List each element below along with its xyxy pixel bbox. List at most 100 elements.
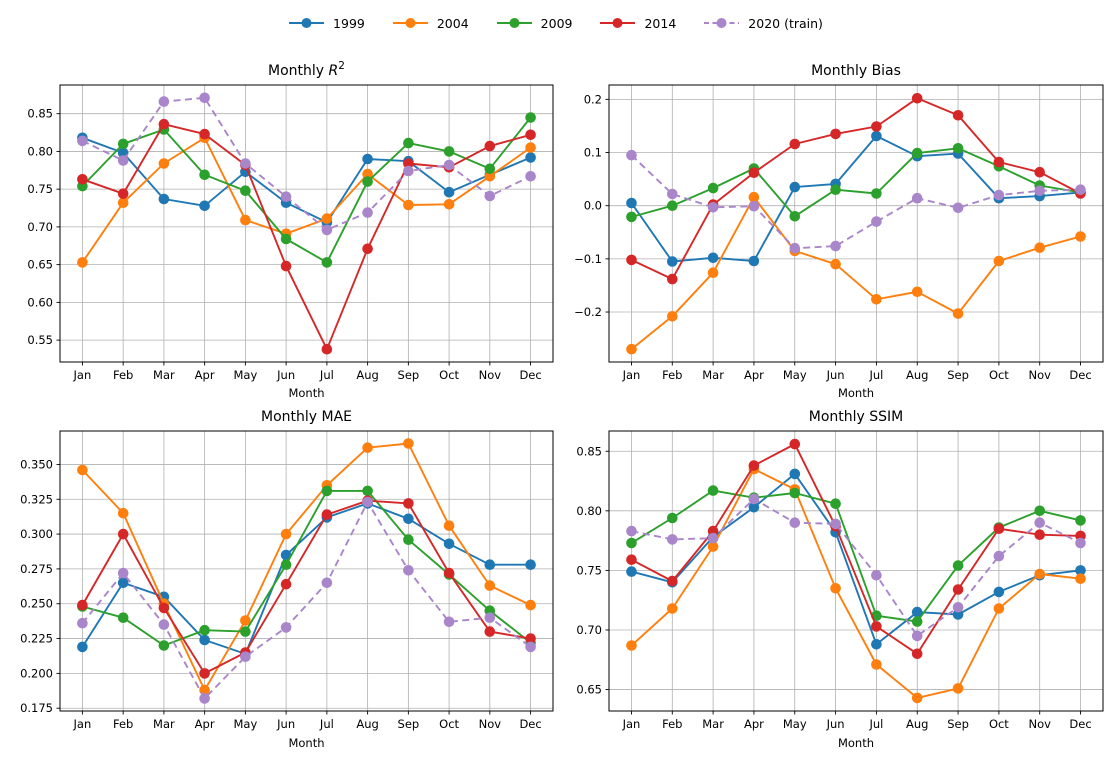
series-line — [631, 489, 1081, 623]
y-tick-label: 0.0 — [584, 199, 602, 213]
data-point-marker — [1075, 184, 1086, 195]
x-tick-label: Dec — [519, 368, 541, 382]
data-point-marker — [911, 93, 923, 104]
series-line — [81, 442, 532, 692]
data-point-marker — [240, 651, 251, 662]
y-tick-label: 0.70 — [576, 623, 602, 637]
data-point-marker — [1075, 573, 1086, 584]
data-point-marker — [321, 343, 333, 355]
chart-monthly-bias: Jan Feb Mar Apr May Jun Jul Aug Sep Oct Nov Dec −0.2… — [556, 44, 1111, 404]
data-point-marker — [871, 639, 882, 650]
data-point-marker — [707, 202, 719, 213]
y-tick-label: 0.60 — [27, 295, 53, 309]
x-axis-label: Month — [838, 386, 874, 400]
x-tick-label: Jun — [276, 368, 295, 382]
data-point-marker — [443, 520, 455, 531]
data-point-marker — [158, 96, 170, 107]
y-tick-label: 0.350 — [20, 457, 53, 471]
series-line — [82, 123, 531, 351]
data-point-marker — [871, 659, 882, 670]
data-point-marker — [280, 549, 292, 561]
series-2014 — [77, 118, 536, 355]
data-point-marker — [77, 599, 88, 611]
data-point-marker — [240, 626, 251, 637]
legend-item-2009: 2009 — [496, 16, 572, 31]
data-point-marker — [484, 163, 496, 175]
plot-frame — [59, 430, 554, 712]
data-point-marker — [117, 155, 129, 166]
series-line — [630, 468, 1081, 699]
data-point-marker — [1075, 231, 1086, 242]
data-point-marker — [362, 485, 373, 497]
data-point-marker — [199, 693, 210, 704]
x-tick-label: Dec — [1069, 717, 1091, 731]
data-point-marker — [158, 640, 170, 651]
x-tick-label: May — [233, 368, 257, 382]
y-tick-label: 0.65 — [27, 258, 53, 272]
x-tick-label: Apr — [195, 368, 215, 382]
y-tick-label: 0.70 — [27, 220, 53, 234]
data-point-marker — [667, 512, 678, 524]
y-axis: 0.55 0.60 0.65 0.70 0.75 0.80 0.85 — [27, 107, 60, 347]
x-tick-label: Oct — [989, 717, 1009, 731]
data-point-marker — [525, 152, 536, 163]
data-point-marker — [117, 577, 129, 589]
data-point-marker — [789, 468, 801, 480]
plot-frame — [608, 430, 1104, 712]
x-axis-label: Month — [288, 386, 324, 400]
data-point-marker — [667, 311, 678, 322]
plot-frame — [608, 84, 1104, 363]
legend-item-1999: 1999 — [288, 16, 365, 31]
data-point-marker — [443, 567, 455, 579]
chart-monthly-bias-svg: Jan Feb Mar Apr May Jun Jul Aug Sep Oct Nov Dec −0.2… — [574, 63, 1104, 400]
chart-monthly-mae-svg: Jan Feb Mar Apr May Jun Jul Aug Sep Oct Nov Dec 0.17… — [20, 409, 554, 750]
series-1999 — [626, 130, 1086, 267]
series-line — [630, 154, 1081, 250]
data-point-marker — [77, 257, 88, 268]
data-point-marker — [280, 191, 292, 202]
data-point-marker — [911, 147, 923, 159]
data-point-marker — [911, 192, 923, 204]
data-point-marker — [199, 668, 210, 679]
data-point-marker — [484, 580, 496, 591]
data-point-marker — [77, 464, 88, 476]
data-point-marker — [199, 128, 210, 140]
data-point-marker — [117, 197, 129, 208]
y-tick-label: 0.75 — [27, 182, 53, 196]
x-tick-label: Mar — [702, 717, 724, 731]
data-point-marker — [280, 528, 292, 540]
data-point-marker — [993, 156, 1005, 168]
data-point-marker — [484, 612, 496, 623]
data-point-marker — [707, 485, 719, 496]
chart-title: Monthly Bias — [811, 63, 901, 79]
x-tick-label: Oct — [989, 368, 1009, 382]
data-point-marker — [403, 513, 414, 525]
data-point-marker — [707, 252, 719, 264]
x-tick-label: Nov — [1028, 368, 1051, 382]
data-point-marker — [77, 641, 88, 653]
data-point-marker — [789, 211, 801, 222]
data-point-marker — [952, 110, 964, 121]
data-point-marker — [789, 181, 801, 193]
data-point-marker — [667, 575, 678, 587]
data-point-marker — [748, 493, 760, 505]
y-tick-label: 0.225 — [20, 632, 53, 646]
data-point-marker — [403, 137, 414, 149]
data-point-marker — [952, 202, 964, 214]
data-point-marker — [77, 617, 88, 629]
y-tick-label: 0.200 — [20, 666, 53, 680]
data-point-marker — [199, 92, 210, 104]
chart-title: Monthly R2 — [268, 60, 345, 79]
x-tick-label: Mar — [153, 368, 175, 382]
series-2004 — [626, 191, 1086, 355]
data-point-marker — [240, 214, 251, 226]
data-point-marker — [403, 534, 414, 545]
data-point-marker — [1075, 515, 1086, 526]
data-point-marker — [443, 146, 455, 157]
x-tick-label: Nov — [1028, 717, 1051, 731]
x-tick-label: Jun — [276, 717, 295, 731]
x-tick-label: Feb — [113, 717, 133, 731]
data-point-marker — [667, 256, 678, 267]
data-point-marker — [484, 171, 496, 182]
series-line — [81, 499, 531, 675]
